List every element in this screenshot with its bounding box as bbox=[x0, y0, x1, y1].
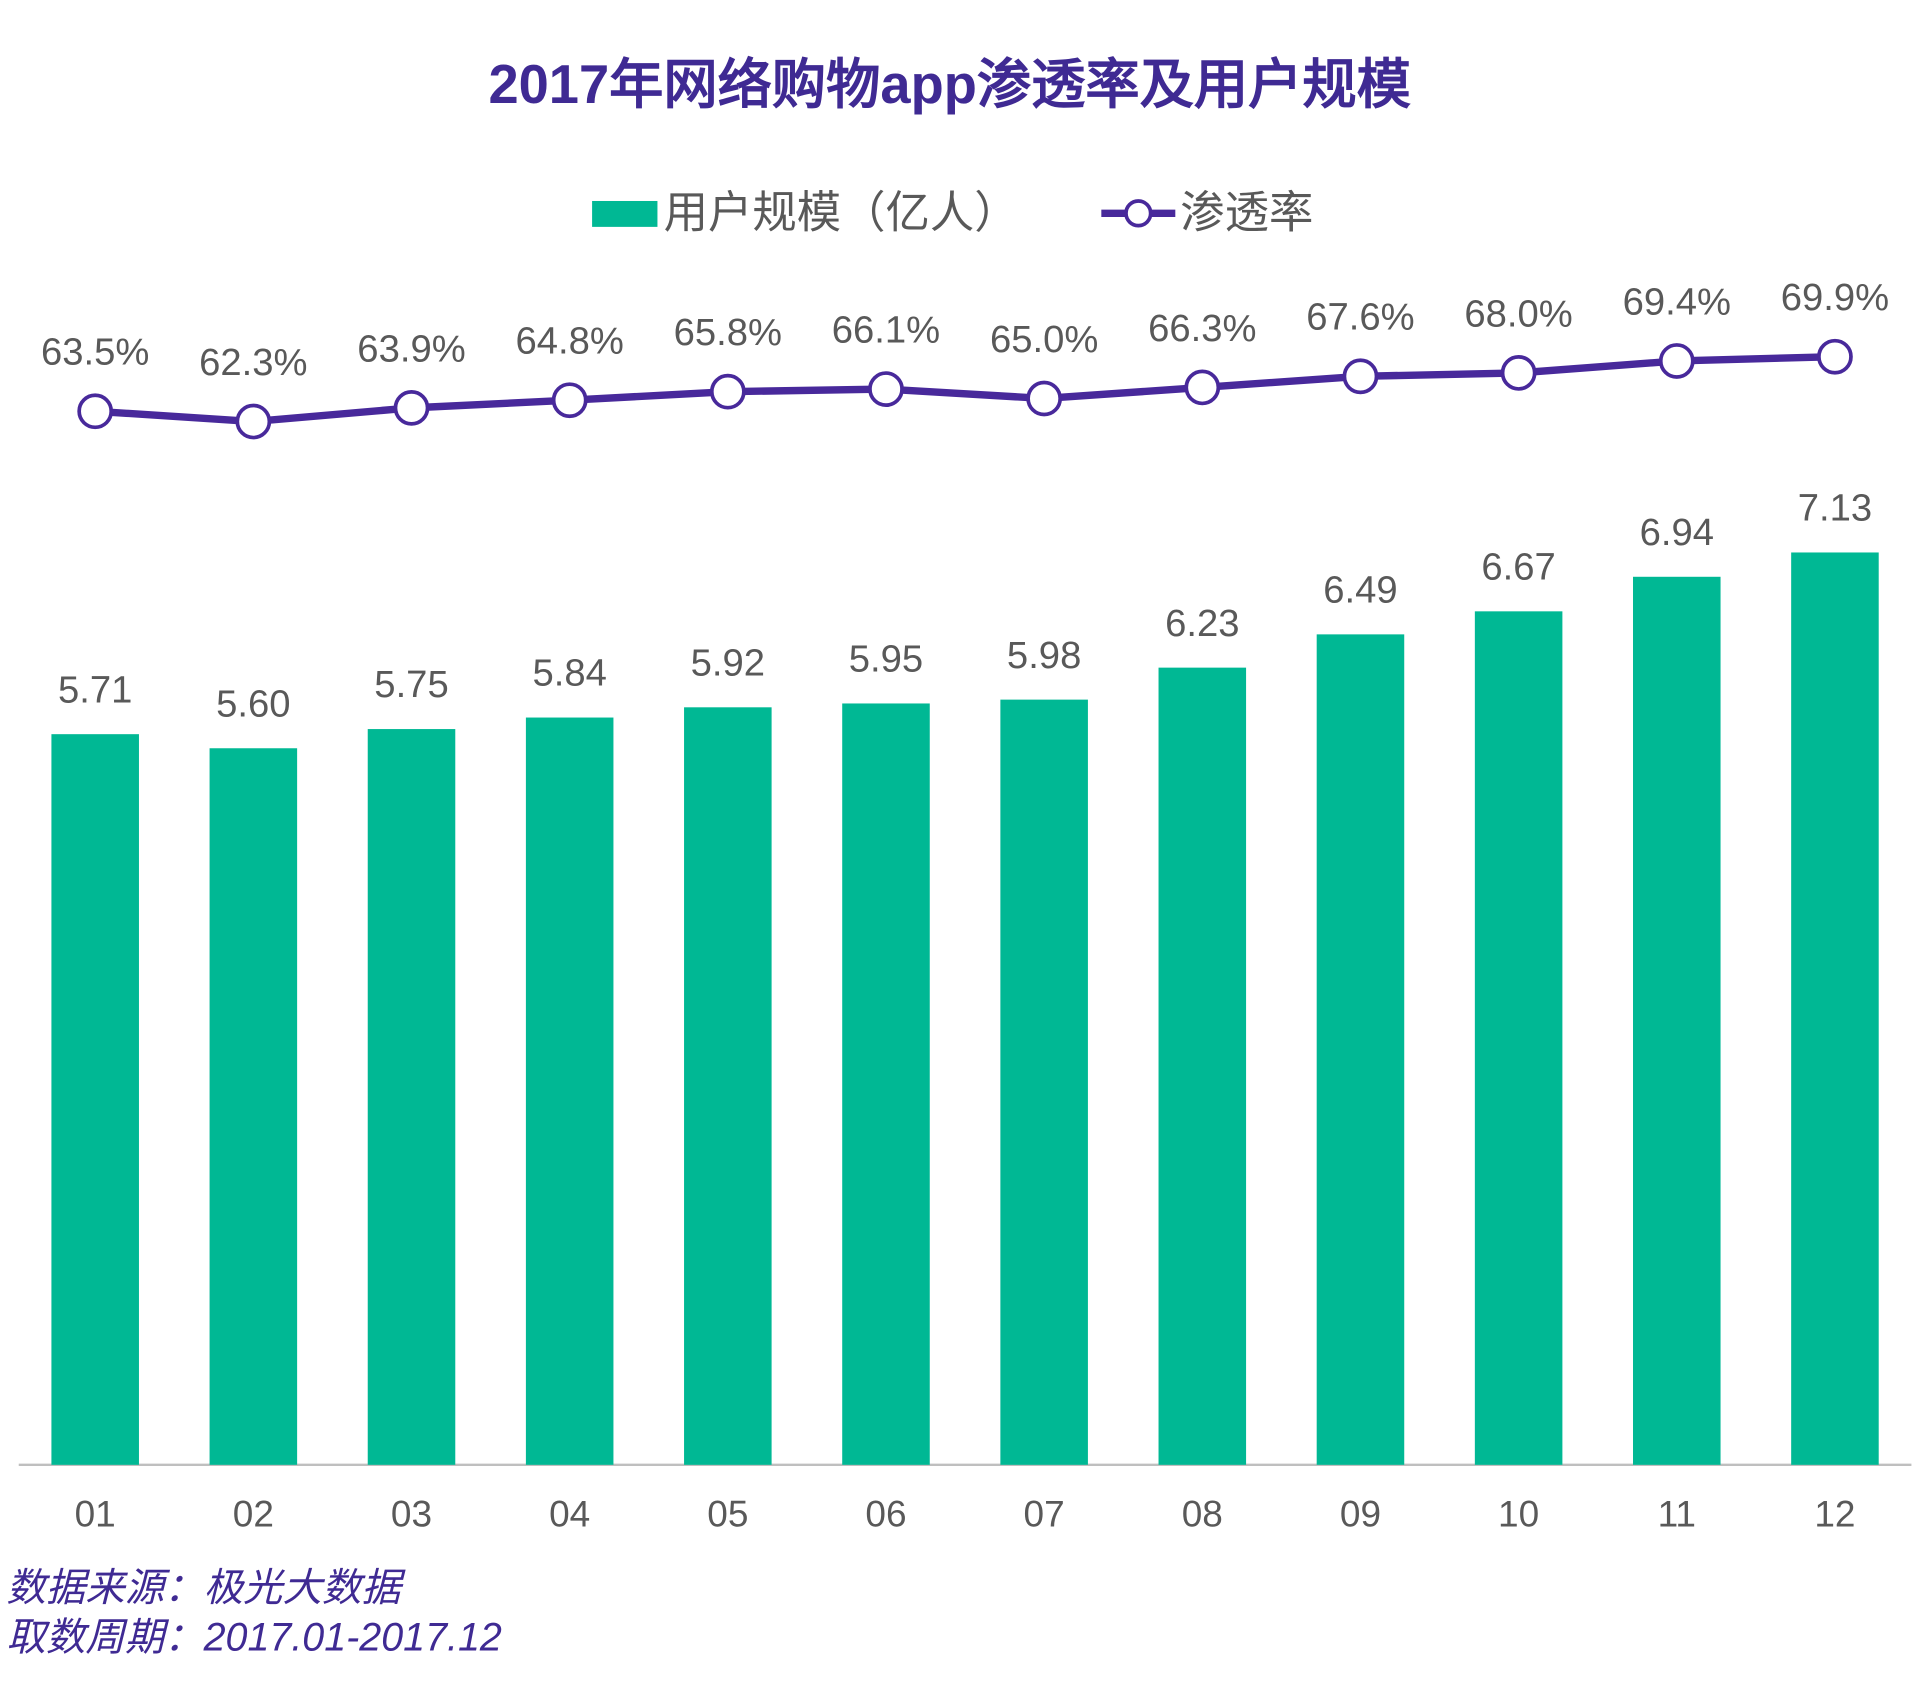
bar bbox=[1791, 552, 1879, 1465]
x-tick-label: 01 bbox=[75, 1493, 116, 1534]
x-tick-label: 04 bbox=[549, 1493, 590, 1534]
bar bbox=[684, 707, 772, 1465]
x-tick-label: 10 bbox=[1498, 1493, 1539, 1534]
line-marker bbox=[709, 373, 746, 410]
line-marker bbox=[1658, 343, 1695, 379]
bar bbox=[525, 717, 614, 1465]
line-marker bbox=[393, 389, 430, 426]
x-tick-label: 08 bbox=[1182, 1493, 1223, 1534]
data-label: 66.1% bbox=[832, 308, 940, 351]
data-label: 7.13 bbox=[1798, 487, 1872, 530]
x-tick-label: 12 bbox=[1814, 1493, 1855, 1534]
data-label: 64.8% bbox=[515, 320, 623, 363]
x-tick-label: 06 bbox=[865, 1493, 906, 1534]
bar bbox=[1000, 699, 1088, 1465]
line-marker bbox=[868, 371, 904, 407]
data-label: 63.9% bbox=[357, 327, 465, 370]
chart-title: 2017年网络购物app渗透率及用户规模 bbox=[488, 55, 1411, 115]
period-note: 取数周期：2017.01-2017.12 bbox=[6, 1615, 502, 1659]
line-marker bbox=[77, 393, 114, 430]
legend-marker bbox=[1124, 199, 1153, 228]
line-marker bbox=[1026, 380, 1063, 417]
data-label: 67.6% bbox=[1306, 296, 1414, 339]
x-tick-label: 07 bbox=[1024, 1493, 1065, 1534]
data-label: 69.9% bbox=[1781, 276, 1889, 319]
source-note: 数据来源：极光大数据 bbox=[6, 1566, 406, 1610]
data-label: 5.98 bbox=[1007, 634, 1081, 677]
line-marker bbox=[1817, 338, 1853, 375]
bar bbox=[209, 748, 298, 1465]
data-label: 5.71 bbox=[58, 668, 132, 711]
line-marker bbox=[1500, 355, 1537, 391]
legend-swatch bbox=[592, 200, 658, 227]
x-tick-label: 02 bbox=[233, 1493, 274, 1534]
data-label: 65.8% bbox=[674, 311, 782, 354]
data-label: 5.60 bbox=[216, 682, 290, 725]
data-label: 6.23 bbox=[1165, 602, 1239, 645]
bar bbox=[367, 729, 456, 1465]
data-label: 69.4% bbox=[1623, 280, 1731, 323]
data-label: 6.94 bbox=[1640, 511, 1714, 554]
x-tick-label: 05 bbox=[707, 1493, 748, 1534]
data-label: 6.49 bbox=[1323, 569, 1397, 612]
x-tick-label: 11 bbox=[1658, 1493, 1696, 1534]
bar bbox=[1158, 667, 1247, 1465]
data-label: 62.3% bbox=[199, 341, 307, 384]
data-label: 5.84 bbox=[532, 652, 606, 695]
data-label: 68.0% bbox=[1464, 292, 1572, 335]
x-tick-label: 09 bbox=[1340, 1493, 1381, 1534]
legend-label: 用户规模（亿人） bbox=[664, 188, 1019, 237]
data-label: 66.3% bbox=[1148, 307, 1256, 350]
bar bbox=[1633, 576, 1721, 1465]
line-marker bbox=[551, 382, 588, 419]
data-label: 5.95 bbox=[849, 638, 923, 681]
data-label: 6.67 bbox=[1481, 546, 1555, 589]
data-label: 5.92 bbox=[691, 641, 765, 684]
line-marker bbox=[1184, 369, 1221, 406]
data-label: 63.5% bbox=[41, 331, 149, 374]
line-marker bbox=[1342, 358, 1379, 395]
x-tick-label: 03 bbox=[391, 1493, 432, 1534]
line bbox=[94, 352, 1836, 426]
line-marker bbox=[235, 403, 272, 440]
legend-label: 渗透率 bbox=[1180, 188, 1313, 237]
bar bbox=[842, 703, 930, 1465]
data-label: 5.75 bbox=[374, 663, 448, 706]
bar bbox=[1316, 634, 1405, 1465]
bar bbox=[51, 734, 139, 1465]
bar bbox=[1474, 611, 1563, 1465]
data-label: 65.0% bbox=[990, 318, 1098, 361]
